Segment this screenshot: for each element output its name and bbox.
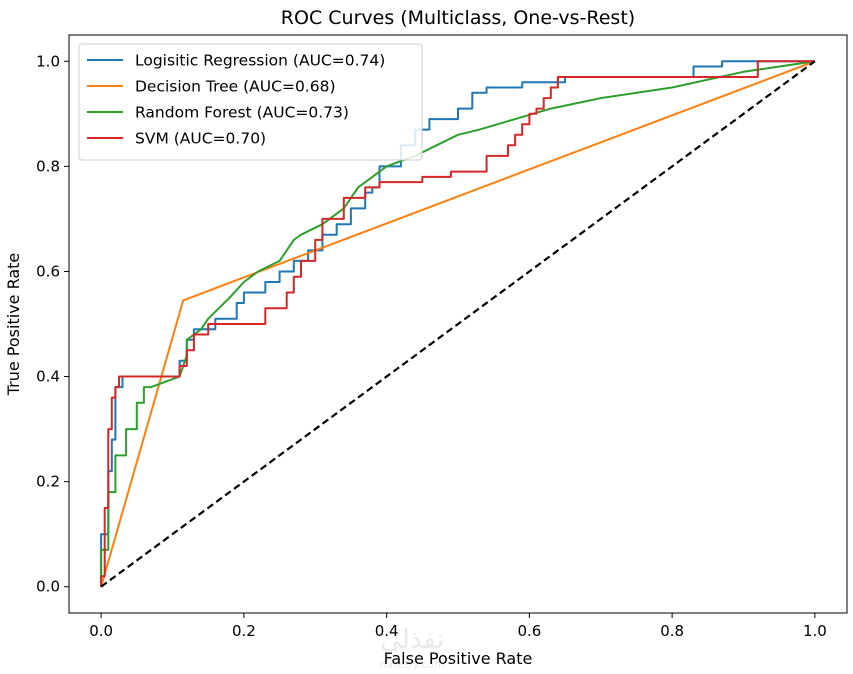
legend: Logisitic Regression (AUC=0.74) Decision … — [78, 43, 423, 161]
chart-title: ROC Curves (Multiclass, One-vs-Rest) — [281, 7, 635, 29]
series-line-random-forest — [100, 60, 816, 587]
x-axis-label: False Positive Rate — [384, 649, 533, 668]
x-tick-label: 0.4 — [375, 622, 399, 640]
series-line-logisitic-regression — [100, 60, 815, 587]
y-tick-label: 0.8 — [36, 157, 60, 175]
series-layer — [100, 60, 816, 588]
legend-label: Random Forest (AUC=0.73) — [135, 104, 349, 122]
x-tick-label: 1.0 — [803, 622, 827, 640]
legend-label: Logisitic Regression (AUC=0.74) — [135, 52, 385, 70]
y-tick-label: 0.4 — [36, 368, 60, 386]
watermark-text: نفذلي — [380, 625, 444, 655]
watermark-subtext: nafezly.com — [379, 658, 444, 671]
y-tick-label: 0.2 — [36, 473, 60, 491]
y-tick-label: 0.0 — [36, 578, 60, 596]
y-axis-ticks: 0.0 0.2 0.4 0.6 0.8 1.0 — [36, 52, 69, 596]
x-tick-label: 0.6 — [517, 622, 541, 640]
legend-label: Decision Tree (AUC=0.68) — [135, 78, 336, 96]
y-axis-label: True Positive Rate — [4, 253, 23, 397]
series-line-svm — [100, 60, 815, 587]
watermark: نفذلي nafezly.com — [379, 625, 444, 671]
x-tick-label: 0.8 — [660, 622, 684, 640]
x-tick-label: 0.0 — [89, 622, 113, 640]
chance-diagonal-line — [100, 60, 816, 588]
x-axis-ticks: 0.0 0.2 0.4 0.6 0.8 1.0 — [89, 613, 827, 640]
legend-label: SVM (AUC=0.70) — [135, 130, 266, 148]
axes-frame — [68, 34, 848, 614]
series-line-decision-tree — [100, 60, 816, 587]
plot-area — [68, 34, 848, 614]
y-tick-label: 1.0 — [36, 52, 60, 70]
x-tick-label: 0.2 — [232, 622, 256, 640]
y-tick-label: 0.6 — [36, 262, 60, 280]
legend-box — [78, 43, 423, 161]
